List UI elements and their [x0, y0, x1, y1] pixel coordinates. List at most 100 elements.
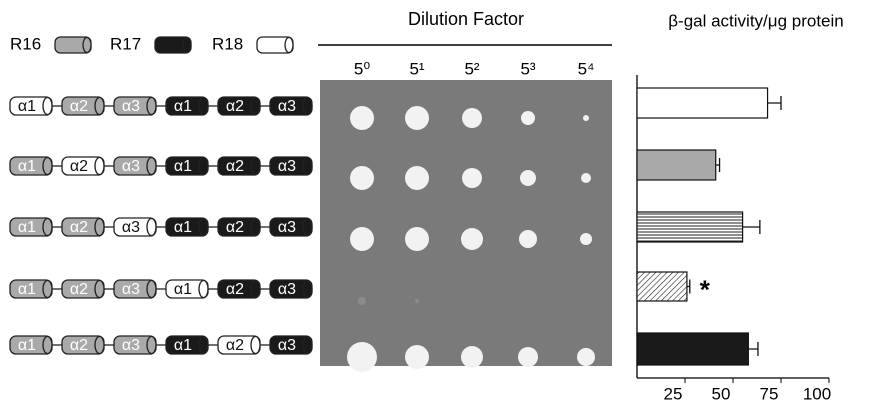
- colony: [415, 299, 419, 303]
- helix-end: [95, 219, 104, 236]
- helix-end: [147, 281, 156, 298]
- helix-end: [43, 281, 52, 298]
- x-tick-label: 75: [760, 384, 779, 403]
- dilution-label: 5⁴: [578, 59, 595, 78]
- helix-label: α2: [70, 98, 88, 115]
- helix-end: [95, 281, 104, 298]
- colony: [358, 297, 366, 305]
- helix-label: α3: [278, 337, 296, 354]
- legend-swatch-end: [83, 38, 91, 53]
- helix-label: α3: [278, 98, 296, 115]
- colony: [519, 230, 537, 248]
- legend-label: R16: [10, 34, 41, 53]
- helix-label: α1: [174, 337, 192, 354]
- helix-end: [251, 219, 260, 236]
- helix-label: α3: [278, 281, 296, 298]
- error-bar: [768, 96, 781, 110]
- helix-label: α1: [18, 158, 36, 175]
- helix-end: [303, 281, 312, 298]
- helix-label: α1: [174, 219, 192, 236]
- helix-label: α2: [226, 281, 244, 298]
- colony: [461, 228, 483, 250]
- dilution-title: Dilution Factor: [408, 9, 524, 29]
- helix-label: α3: [122, 98, 140, 115]
- helix-label: α2: [226, 98, 244, 115]
- colony: [580, 233, 592, 245]
- colony: [462, 168, 482, 188]
- chart-title: β-gal activity/μg protein: [668, 11, 843, 30]
- helix-end: [199, 337, 208, 354]
- helix-end: [147, 98, 156, 115]
- helix-end: [303, 219, 312, 236]
- helix-label: α1: [18, 219, 36, 236]
- helix-label: α2: [70, 219, 88, 236]
- x-tick-label: 50: [712, 384, 731, 403]
- annotation: *: [700, 274, 711, 304]
- helix-end: [43, 219, 52, 236]
- x-tick-label: 25: [664, 384, 683, 403]
- helix-end: [251, 98, 260, 115]
- helix-label: α2: [70, 158, 88, 175]
- colony: [518, 347, 538, 367]
- helix-label: α1: [174, 281, 192, 298]
- helix-label: α1: [174, 158, 192, 175]
- helix-label: α3: [278, 219, 296, 236]
- helix-label: α2: [226, 158, 244, 175]
- helix-end: [199, 281, 208, 298]
- helix-end: [199, 158, 208, 175]
- helix-end: [199, 98, 208, 115]
- helix-label: α3: [122, 158, 140, 175]
- helix-end: [43, 158, 52, 175]
- helix-end: [147, 158, 156, 175]
- helix-end: [303, 337, 312, 354]
- dilution-label: 5³: [520, 59, 535, 78]
- colony: [350, 227, 374, 251]
- colony: [581, 173, 591, 183]
- helix-label: α3: [122, 219, 140, 236]
- helix-end: [95, 158, 104, 175]
- colony: [521, 111, 535, 125]
- colony: [461, 346, 483, 368]
- helix-label: α2: [226, 337, 244, 354]
- helix-end: [95, 98, 104, 115]
- dilution-label: 5⁰: [354, 59, 370, 78]
- legend-label: R17: [110, 34, 141, 53]
- bar: [637, 333, 748, 365]
- helix-label: α1: [18, 337, 36, 354]
- error-bar: [748, 342, 758, 356]
- helix-end: [251, 337, 260, 354]
- helix-end: [147, 219, 156, 236]
- helix-end: [147, 337, 156, 354]
- dilution-label: 5¹: [409, 59, 424, 78]
- colony: [583, 115, 589, 121]
- colony: [405, 345, 429, 369]
- bar: [637, 212, 743, 242]
- colony: [462, 108, 482, 128]
- colony: [405, 227, 429, 251]
- legend-swatch-end: [183, 38, 191, 53]
- helix-label: α1: [18, 281, 36, 298]
- colony: [577, 348, 595, 366]
- helix-label: α2: [226, 219, 244, 236]
- helix-end: [251, 281, 260, 298]
- bar: [637, 88, 768, 118]
- helix-label: α3: [122, 281, 140, 298]
- helix-end: [303, 98, 312, 115]
- colony: [347, 342, 377, 372]
- figure: Dilution Factor β-gal activity/μg protei…: [0, 0, 876, 404]
- error-bar: [743, 220, 760, 234]
- helix-label: α2: [70, 281, 88, 298]
- helix-end: [199, 219, 208, 236]
- helix-label: α1: [174, 98, 192, 115]
- legend-swatch-end: [285, 38, 293, 53]
- helix-end: [43, 98, 52, 115]
- x-tick-label: 100: [803, 384, 831, 403]
- helix-label: α3: [122, 337, 140, 354]
- helix-label: α3: [278, 158, 296, 175]
- helix-label: α1: [18, 98, 36, 115]
- bar: [637, 272, 687, 301]
- bar: [637, 150, 716, 180]
- helix-end: [251, 158, 260, 175]
- helix-end: [43, 337, 52, 354]
- colony: [405, 166, 429, 190]
